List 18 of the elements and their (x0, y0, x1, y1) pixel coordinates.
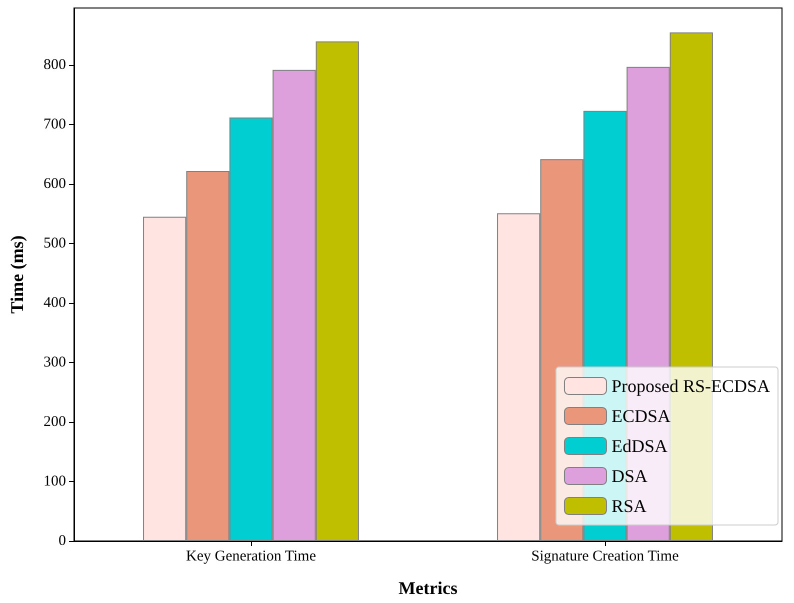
legend-label: RSA (611, 496, 646, 516)
y-tick-label: 700 (44, 116, 66, 133)
x-tick-label: Signature Creation Time (531, 548, 680, 564)
legend-label: ECDSA (611, 406, 670, 426)
y-tick-label: 600 (44, 176, 66, 192)
y-tick-label: 0 (58, 533, 66, 549)
y-axis-title: Time (ms) (7, 235, 27, 314)
y-tick-label: 400 (44, 295, 66, 312)
y-tick-label: 100 (44, 474, 66, 490)
y-tick-label: 800 (44, 57, 66, 74)
y-tick-label: 500 (44, 236, 66, 252)
x-tick-label: Key Generation Time (186, 548, 316, 564)
y-tick-label: 300 (44, 354, 66, 371)
x-axis-title: Metrics (398, 578, 458, 598)
legend-label: DSA (611, 466, 648, 486)
y-tick-label: 200 (44, 414, 66, 430)
legend-label: Proposed RS-ECDSA (611, 376, 770, 396)
legend-label: EdDSA (611, 436, 668, 456)
